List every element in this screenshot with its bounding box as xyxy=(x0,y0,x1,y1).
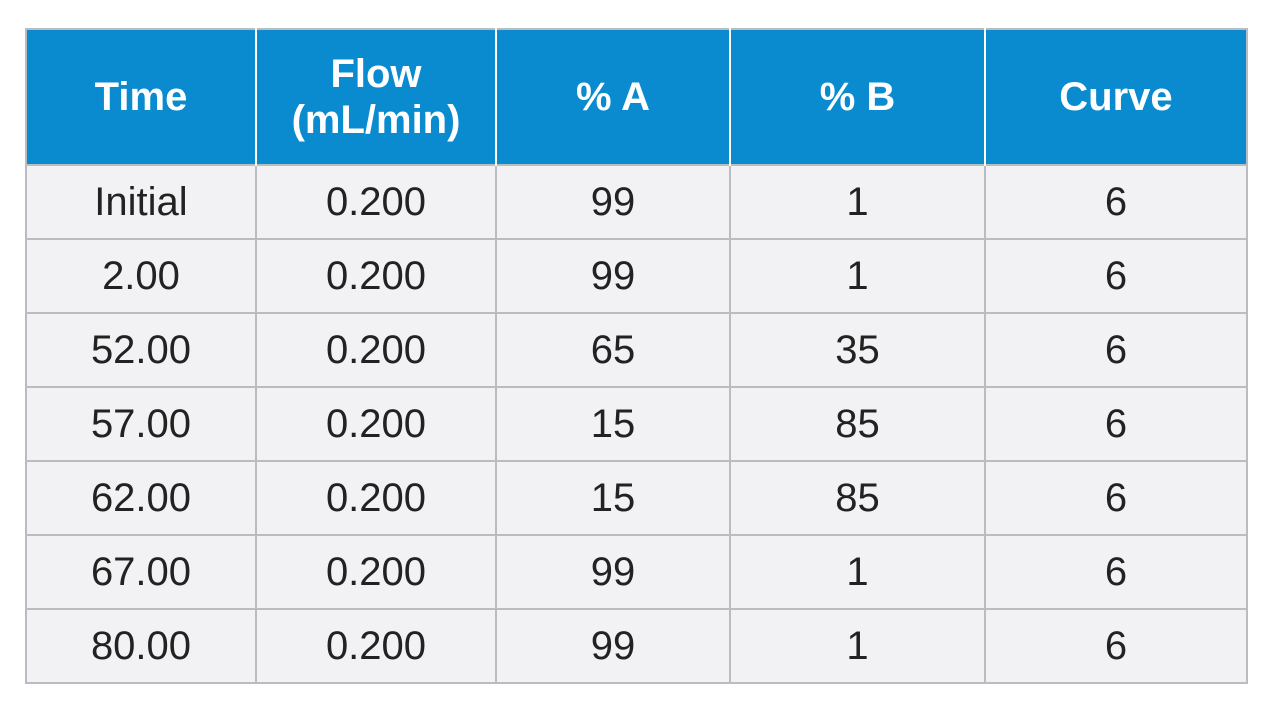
table-row: 2.00 0.200 99 1 6 xyxy=(25,238,1248,314)
cell-curve: 6 xyxy=(984,608,1248,684)
cell-percent-b: 85 xyxy=(729,460,986,536)
table-row: 57.00 0.200 15 85 6 xyxy=(25,386,1248,462)
cell-curve: 6 xyxy=(984,238,1248,314)
gradient-table: Time Flow (mL/min) % A % B Curve Initial… xyxy=(25,28,1248,684)
cell-curve: 6 xyxy=(984,386,1248,462)
table-row: 80.00 0.200 99 1 6 xyxy=(25,608,1248,684)
cell-flow: 0.200 xyxy=(255,608,497,684)
table-row: Initial 0.200 99 1 6 xyxy=(25,164,1248,240)
cell-percent-b: 35 xyxy=(729,312,986,388)
cell-curve: 6 xyxy=(984,164,1248,240)
cell-time: 57.00 xyxy=(25,386,257,462)
cell-percent-a: 99 xyxy=(495,534,731,610)
cell-time: 52.00 xyxy=(25,312,257,388)
cell-percent-b: 85 xyxy=(729,386,986,462)
table-row: 62.00 0.200 15 85 6 xyxy=(25,460,1248,536)
header-percent-b: % B xyxy=(729,28,986,165)
cell-flow: 0.200 xyxy=(255,312,497,388)
cell-percent-a: 15 xyxy=(495,386,731,462)
cell-curve: 6 xyxy=(984,460,1248,536)
cell-percent-a: 99 xyxy=(495,608,731,684)
cell-flow: 0.200 xyxy=(255,534,497,610)
table-row: 67.00 0.200 99 1 6 xyxy=(25,534,1248,610)
cell-time: 80.00 xyxy=(25,608,257,684)
cell-percent-b: 1 xyxy=(729,238,986,314)
table-row: 52.00 0.200 65 35 6 xyxy=(25,312,1248,388)
cell-percent-b: 1 xyxy=(729,164,986,240)
cell-curve: 6 xyxy=(984,312,1248,388)
cell-time: 2.00 xyxy=(25,238,257,314)
cell-percent-a: 99 xyxy=(495,238,731,314)
cell-time: 67.00 xyxy=(25,534,257,610)
cell-percent-a: 15 xyxy=(495,460,731,536)
table-header-row: Time Flow (mL/min) % A % B Curve xyxy=(25,28,1248,165)
header-percent-a: % A xyxy=(495,28,731,165)
cell-percent-b: 1 xyxy=(729,534,986,610)
header-curve: Curve xyxy=(984,28,1248,165)
cell-time: Initial xyxy=(25,164,257,240)
cell-curve: 6 xyxy=(984,534,1248,610)
cell-flow: 0.200 xyxy=(255,386,497,462)
cell-flow: 0.200 xyxy=(255,238,497,314)
cell-percent-b: 1 xyxy=(729,608,986,684)
cell-flow: 0.200 xyxy=(255,460,497,536)
cell-percent-a: 99 xyxy=(495,164,731,240)
cell-time: 62.00 xyxy=(25,460,257,536)
cell-percent-a: 65 xyxy=(495,312,731,388)
cell-flow: 0.200 xyxy=(255,164,497,240)
header-flow: Flow (mL/min) xyxy=(255,28,497,165)
header-time: Time xyxy=(25,28,257,165)
gradient-table-container: Time Flow (mL/min) % A % B Curve Initial… xyxy=(25,28,1248,684)
